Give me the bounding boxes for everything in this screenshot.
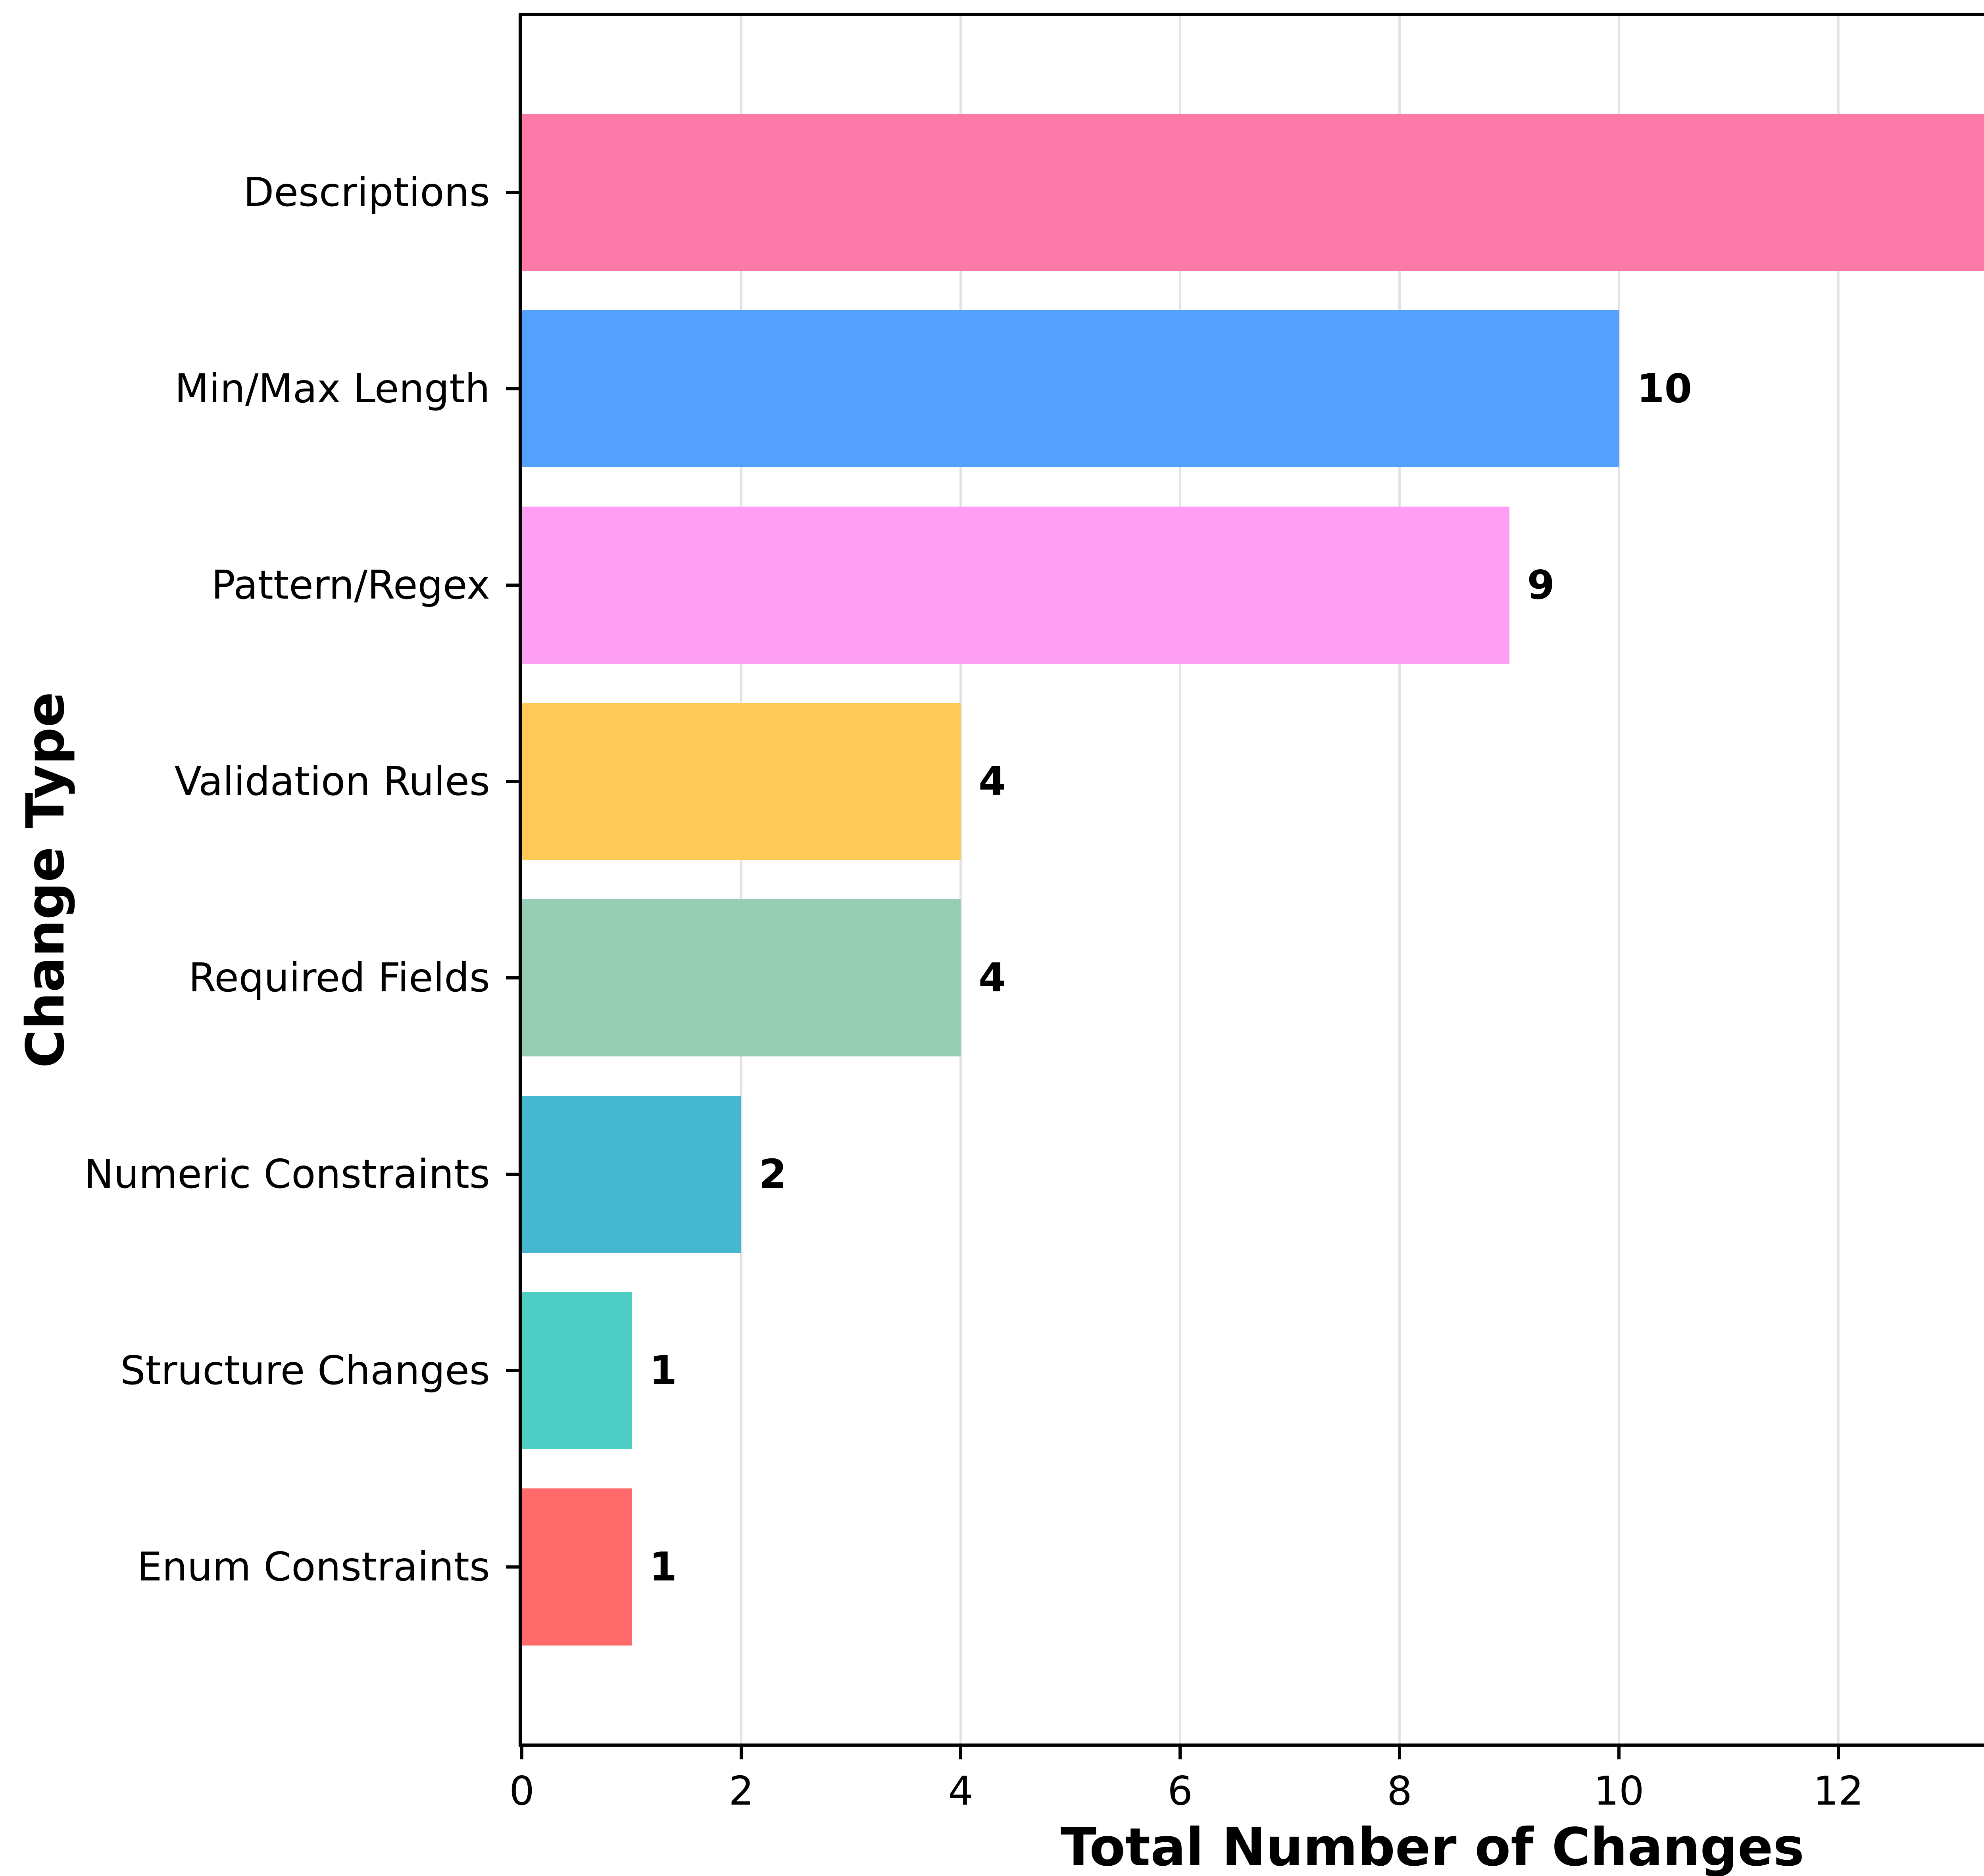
category-label-required-fields: Required Fields <box>188 954 490 1001</box>
x-tick-0 <box>520 1744 523 1759</box>
x-tick-label-6: 6 <box>1167 1768 1193 1814</box>
plot-area: 1610944211 <box>522 16 1984 1744</box>
y-tick-descriptions <box>506 191 522 194</box>
bar-numeric-constraints <box>522 1095 741 1253</box>
gridline-x-6 <box>1179 16 1182 1744</box>
bar-enum-constraints <box>522 1488 632 1646</box>
bar-validation-rules <box>522 703 961 860</box>
y-tick-min-max-length <box>506 387 522 391</box>
category-label-min-max-length: Min/Max Length <box>175 365 490 412</box>
bar-pattern-regex <box>522 507 1509 664</box>
x-tick-label-8: 8 <box>1387 1768 1412 1814</box>
x-tick-6 <box>1178 1744 1182 1759</box>
category-label-structure-changes: Structure Changes <box>120 1347 490 1394</box>
bar-value-numeric-constraints: 2 <box>759 1150 787 1197</box>
category-label-pattern-regex: Pattern/Regex <box>211 562 490 609</box>
category-label-validation-rules: Validation Rules <box>174 758 490 805</box>
bar-required-fields <box>522 899 961 1056</box>
x-axis-title: Total Number of Changes <box>1060 1817 1805 1876</box>
x-tick-label-0: 0 <box>509 1768 534 1814</box>
x-tick-8 <box>1398 1744 1401 1759</box>
x-tick-label-12: 12 <box>1813 1768 1864 1814</box>
y-tick-numeric-constraints <box>506 1172 522 1176</box>
y-tick-pattern-regex <box>506 584 522 587</box>
x-tick-10 <box>1617 1744 1621 1759</box>
x-tick-label-2: 2 <box>729 1768 754 1814</box>
y-tick-structure-changes <box>506 1369 522 1372</box>
gridline-x-10 <box>1618 16 1621 1744</box>
gridline-x-2 <box>740 16 742 1744</box>
category-label-enum-constraints: Enum Constraints <box>137 1543 490 1590</box>
bar-value-validation-rules: 4 <box>979 758 1006 805</box>
gridline-x-8 <box>1398 16 1401 1744</box>
bar-value-required-fields: 4 <box>979 954 1006 1001</box>
y-tick-enum-constraints <box>506 1565 522 1569</box>
y-tick-validation-rules <box>506 780 522 783</box>
bar-min-max-length <box>522 310 1619 468</box>
bar-structure-changes <box>522 1292 632 1449</box>
bar-value-structure-changes: 1 <box>649 1347 677 1394</box>
gridline-x-12 <box>1837 16 1840 1744</box>
bar-value-pattern-regex: 9 <box>1527 562 1555 609</box>
gridline-x-4 <box>959 16 962 1744</box>
y-axis-title: Change Type <box>15 691 76 1068</box>
bar-value-enum-constraints: 1 <box>649 1543 677 1590</box>
category-label-numeric-constraints: Numeric Constraints <box>84 1150 490 1197</box>
x-tick-label-10: 10 <box>1594 1768 1644 1814</box>
x-tick-2 <box>740 1744 743 1759</box>
y-tick-required-fields <box>506 976 522 979</box>
x-tick-4 <box>959 1744 963 1759</box>
x-tick-12 <box>1837 1744 1840 1759</box>
category-label-descriptions: Descriptions <box>243 169 490 216</box>
bar-value-min-max-length: 10 <box>1637 365 1692 412</box>
bar-descriptions <box>522 114 1984 271</box>
x-tick-label-4: 4 <box>948 1768 973 1814</box>
